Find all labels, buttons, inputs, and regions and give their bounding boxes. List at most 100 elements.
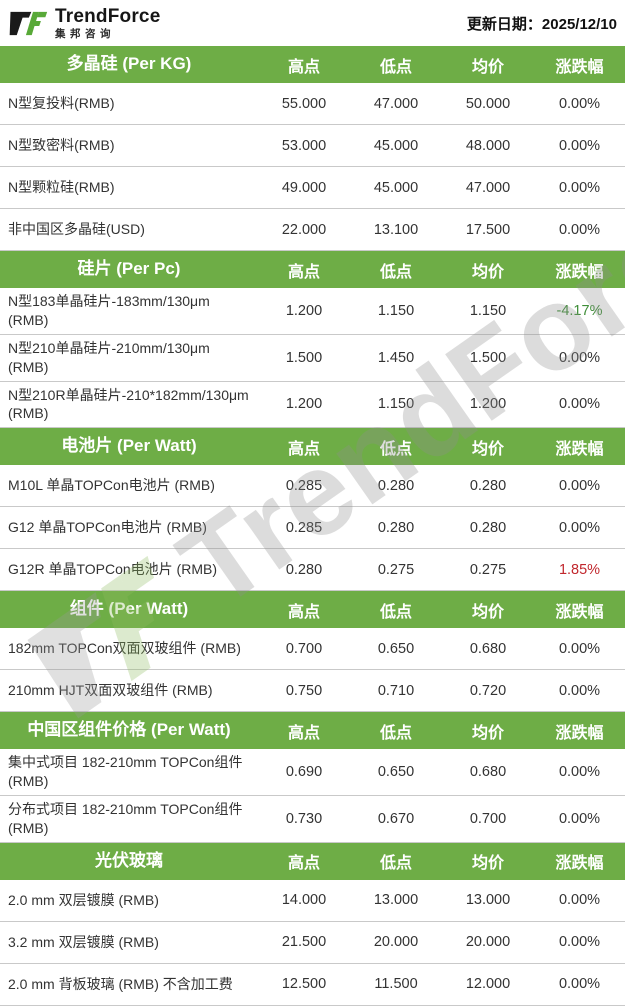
update-date: 更新日期：2025/12/10 — [466, 15, 617, 33]
value-low: 1.150 — [377, 396, 415, 413]
table-row: M10L 单晶TOPCon电池片 (RMB) 0.285 0.280 0.280 0.0… — [0, 465, 625, 508]
column-header: 均价 — [471, 440, 504, 458]
value-change: 0.00% — [558, 764, 601, 781]
value-avg: 47.000 — [465, 179, 511, 196]
column-header: 低点 — [379, 440, 412, 458]
section-title: 多晶硅 (Per KG) — [66, 54, 192, 74]
section-header: 多晶硅 (Per KG) 高点 低点 均价 涨跌幅 — [0, 46, 625, 83]
value-low: 0.280 — [377, 477, 415, 494]
value-avg: 1.200 — [469, 396, 507, 413]
value-low: 0.670 — [377, 811, 415, 828]
column-header: 低点 — [379, 58, 412, 76]
row-label: N型颗粒硅(RMB) — [8, 179, 115, 196]
value-low: 47.000 — [373, 95, 419, 112]
value-change: 0.00% — [558, 221, 601, 238]
value-change: 0.00% — [558, 519, 601, 536]
value-high: 21.500 — [281, 934, 327, 951]
value-high: 55.000 — [281, 95, 327, 112]
brand-text: TrendForce 集邦咨询 — [55, 7, 160, 40]
value-avg: 17.500 — [465, 221, 511, 238]
column-header: 均价 — [471, 263, 504, 281]
trendforce-logo: TrendForce 集邦咨询 — [8, 7, 160, 40]
value-avg: 0.680 — [469, 640, 507, 657]
column-header: 涨跌幅 — [555, 263, 604, 281]
value-change: 0.00% — [558, 477, 601, 494]
value-change: 0.00% — [558, 179, 601, 196]
value-change: 0.00% — [558, 976, 601, 993]
table-row: N型颗粒硅(RMB) 49.000 45.000 47.000 0.00% — [0, 167, 625, 209]
value-avg: 20.000 — [465, 934, 511, 951]
row-label: N型183单晶硅片-183mm/130μm (RMB) — [8, 293, 210, 328]
column-header: 涨跌幅 — [555, 440, 604, 458]
brand-name: TrendForce — [55, 5, 161, 27]
value-low: 0.280 — [377, 519, 415, 536]
value-avg: 1.150 — [469, 302, 507, 319]
value-high: 0.285 — [285, 477, 323, 494]
value-high: 1.500 — [285, 349, 323, 366]
top-bar: TrendForce 集邦咨询 更新日期：2025/12/10 — [0, 0, 625, 46]
row-label: M10L 单晶TOPCon电池片 (RMB) — [8, 477, 215, 494]
value-high: 0.285 — [285, 519, 323, 536]
column-header: 高点 — [287, 603, 320, 621]
brand-name-cn: 集邦咨询 — [55, 27, 115, 40]
section-header: 硅片 (Per Pc) 高点 低点 均价 涨跌幅 — [0, 251, 625, 288]
table-row: G12R 单晶TOPCon电池片 (RMB) 0.280 0.275 0.275 1.8… — [0, 549, 625, 592]
value-change: 0.00% — [558, 682, 601, 699]
row-label: N型210R单晶硅片-210*182mm/130μm (RMB) — [8, 386, 249, 422]
row-label: 分布式项目 182-210mm TOPCon组件 (RMB) — [8, 801, 243, 837]
row-label: 182mm TOPCon双面双玻组件 (RMB) — [8, 640, 241, 657]
column-header: 高点 — [287, 263, 320, 281]
value-low: 13.100 — [373, 221, 419, 238]
value-change: 0.00% — [558, 892, 601, 909]
row-label: G12 单晶TOPCon电池片 (RMB) — [8, 519, 207, 536]
value-high: 0.280 — [285, 561, 323, 578]
section-title: 电池片 (Per Watt) — [61, 436, 197, 456]
value-avg: 50.000 — [465, 95, 511, 112]
value-high: 0.750 — [285, 682, 323, 699]
value-high: 1.200 — [285, 396, 323, 413]
value-high: 1.200 — [285, 302, 323, 319]
value-low: 45.000 — [373, 137, 419, 154]
value-change: 0.00% — [558, 640, 601, 657]
value-high: 22.000 — [281, 221, 327, 238]
table-row: N型复投料(RMB) 55.000 47.000 50.000 0.00% — [0, 83, 625, 125]
value-high: 14.000 — [281, 892, 327, 909]
column-header: 高点 — [287, 58, 320, 76]
value-high: 0.690 — [285, 764, 323, 781]
column-header: 均价 — [471, 724, 504, 742]
row-label: 210mm HJT双面双玻组件 (RMB) — [8, 682, 213, 699]
column-header: 低点 — [379, 724, 412, 742]
value-high: 49.000 — [281, 179, 327, 196]
trendforce-logo-icon — [9, 11, 48, 35]
value-avg: 12.000 — [465, 976, 511, 993]
table-row: 210mm HJT双面双玻组件 (RMB) 0.750 0.710 0.720 0.00… — [0, 670, 625, 713]
value-high: 12.500 — [281, 976, 327, 993]
table-row: 分布式项目 182-210mm TOPCon组件 (RMB) 0.730 0.670… — [0, 796, 625, 843]
table-row: G12 单晶TOPCon电池片 (RMB) 0.285 0.280 0.280 0.00… — [0, 507, 625, 550]
row-label: G12R 单晶TOPCon电池片 (RMB) — [8, 561, 217, 578]
section-header: 光伏玻璃 高点 低点 均价 涨跌幅 — [0, 842, 625, 880]
value-avg: 0.720 — [469, 682, 507, 699]
table-row: 3.2 mm 双层镀膜 (RMB) 21.500 20.000 20.000 0.00% — [0, 922, 625, 964]
table-row: N型210R单晶硅片-210*182mm/130μm (RMB) 1.200 1.1… — [0, 382, 625, 429]
value-change: 1.85% — [558, 561, 601, 578]
table-row: N型210单晶硅片-210mm/130μm (RMB) 1.500 1.450 1.5… — [0, 335, 625, 382]
value-change: 0.00% — [558, 349, 601, 366]
row-label: N型复投料(RMB) — [8, 95, 115, 112]
value-avg: 0.700 — [469, 811, 507, 828]
column-header: 高点 — [287, 855, 320, 873]
section-header: 组件 (Per Watt) 高点 低点 均价 涨跌幅 — [0, 591, 625, 629]
value-change: 0.00% — [558, 137, 601, 154]
row-label: 2.0 mm 背板玻璃 (RMB) 不含加工费 — [8, 975, 233, 992]
column-header: 涨跌幅 — [555, 724, 604, 742]
table-row: 集中式项目 182-210mm TOPCon组件 (RMB) 0.690 0.650… — [0, 749, 625, 797]
value-avg: 1.500 — [469, 349, 507, 366]
value-avg: 13.000 — [465, 892, 511, 909]
value-avg: 0.280 — [469, 519, 507, 536]
value-avg: 0.280 — [469, 477, 507, 494]
section-title: 组件 (Per Watt) — [69, 599, 189, 619]
table-row: 非中国区多晶硅(USD) 22.000 13.100 17.500 0.00% — [0, 209, 625, 251]
column-header: 涨跌幅 — [555, 603, 604, 621]
section-title: 中国区组件价格 (Per Watt) — [27, 720, 231, 740]
row-label: 2.0 mm 双层镀膜 (RMB) — [8, 891, 159, 908]
